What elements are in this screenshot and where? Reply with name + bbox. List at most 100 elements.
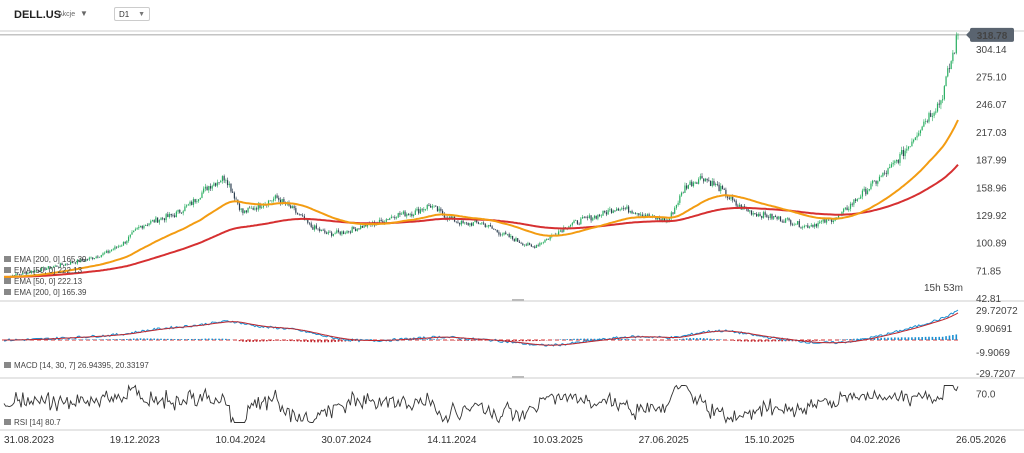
candle-body (633, 213, 635, 214)
macd-bar (259, 340, 261, 342)
candle-body (824, 219, 826, 223)
macd-bar (767, 340, 770, 342)
macd-bar (429, 339, 432, 340)
candle-body (675, 204, 678, 208)
candle-body (629, 211, 631, 213)
macd-bar (276, 340, 278, 341)
symbol-dropdown-icon[interactable]: ▼ (80, 9, 88, 18)
candle-body (880, 176, 882, 177)
candle-body (496, 230, 498, 233)
macd-bar (279, 340, 282, 341)
symbol-type: Akcje (58, 11, 76, 18)
candle-body (81, 259, 84, 261)
candle-body (911, 141, 913, 147)
candle-body (385, 219, 387, 222)
candle-body (602, 210, 604, 216)
candle-body (298, 213, 300, 215)
candle-body (670, 212, 672, 219)
macd-bar (737, 340, 739, 342)
macd-bar (201, 338, 203, 340)
macd-bar (853, 338, 855, 340)
candle-body (486, 226, 488, 228)
candle-body (273, 198, 275, 201)
timeframe-value: D1 (119, 10, 130, 19)
candle-body (636, 213, 638, 214)
candle-body (349, 231, 352, 233)
candle-body (155, 217, 157, 223)
candle-body (677, 202, 679, 205)
candle-body (259, 203, 261, 208)
macd-bar (525, 340, 528, 342)
candle-body (22, 272, 24, 275)
macd-line (3, 309, 959, 347)
candle-body (532, 246, 534, 248)
candle-body (837, 215, 840, 218)
candle-body (315, 225, 317, 229)
candle-body (711, 181, 713, 186)
candle-body (445, 217, 447, 219)
macd-bar (484, 340, 487, 341)
candle-body (250, 208, 253, 209)
candle-body (696, 182, 698, 184)
candle-body (402, 211, 404, 214)
candle-body (694, 182, 696, 184)
candle-body (98, 257, 101, 258)
last-price-badge (970, 27, 1014, 42)
candle-body (754, 213, 756, 215)
macd-bar (791, 340, 794, 342)
candle-body (197, 199, 200, 202)
candle-body (901, 150, 903, 155)
candle-body (109, 251, 111, 253)
candle-body (936, 103, 939, 112)
candle-body (467, 222, 469, 226)
macd-bar (805, 340, 807, 342)
x-tick-label: 31.08.2023 (4, 435, 54, 446)
candle-body (218, 182, 220, 184)
candle-body (44, 267, 46, 270)
candle-body (517, 238, 519, 242)
candle-body (464, 222, 466, 224)
macd-bar (211, 338, 214, 340)
macd-bar (272, 340, 275, 341)
x-tick-label: 04.02.2026 (850, 435, 900, 446)
candle-body (394, 217, 396, 219)
candle-body (192, 199, 195, 205)
candle-body (353, 227, 355, 229)
macd-bar (296, 340, 299, 342)
candle-body (600, 215, 602, 217)
candle-body (216, 182, 218, 186)
macd-bar (306, 340, 309, 342)
macd-bar (334, 340, 336, 342)
candle-body (484, 223, 486, 228)
candle-body (283, 199, 285, 202)
candle-body (767, 217, 770, 219)
candle-body (561, 230, 563, 232)
macd-bar (112, 339, 115, 340)
candle-body (530, 244, 532, 247)
candle-body (220, 180, 222, 183)
symbol-name[interactable]: DELL.US (14, 9, 62, 21)
macd-bar (580, 338, 582, 340)
macd-bar (119, 339, 121, 340)
candle-body (252, 208, 254, 210)
chevron-down-icon: ▼ (138, 11, 145, 18)
timeframe-select[interactable]: D1 ▼ (114, 7, 150, 21)
candle-body (783, 221, 785, 223)
macd-bar (788, 340, 790, 342)
candle-body (71, 261, 73, 264)
macd-bar (173, 339, 176, 340)
y-tick-label: 187.99 (976, 156, 1007, 167)
candle-body (380, 219, 382, 222)
candle-body (926, 121, 928, 122)
candle-body (655, 217, 657, 220)
candle-body (523, 244, 526, 246)
candle-body (706, 178, 708, 181)
candle-body (771, 213, 773, 219)
candle-body (575, 220, 577, 221)
candle-body (30, 271, 32, 273)
candle-body (255, 208, 258, 210)
candle-body (56, 265, 58, 267)
candle-body (641, 214, 643, 217)
candle-body (382, 221, 384, 224)
